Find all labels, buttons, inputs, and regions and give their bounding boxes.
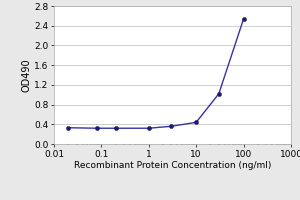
Y-axis label: OD490: OD490 bbox=[21, 58, 31, 92]
X-axis label: Recombinant Protein Concentration (ng/ml): Recombinant Protein Concentration (ng/ml… bbox=[74, 161, 271, 170]
